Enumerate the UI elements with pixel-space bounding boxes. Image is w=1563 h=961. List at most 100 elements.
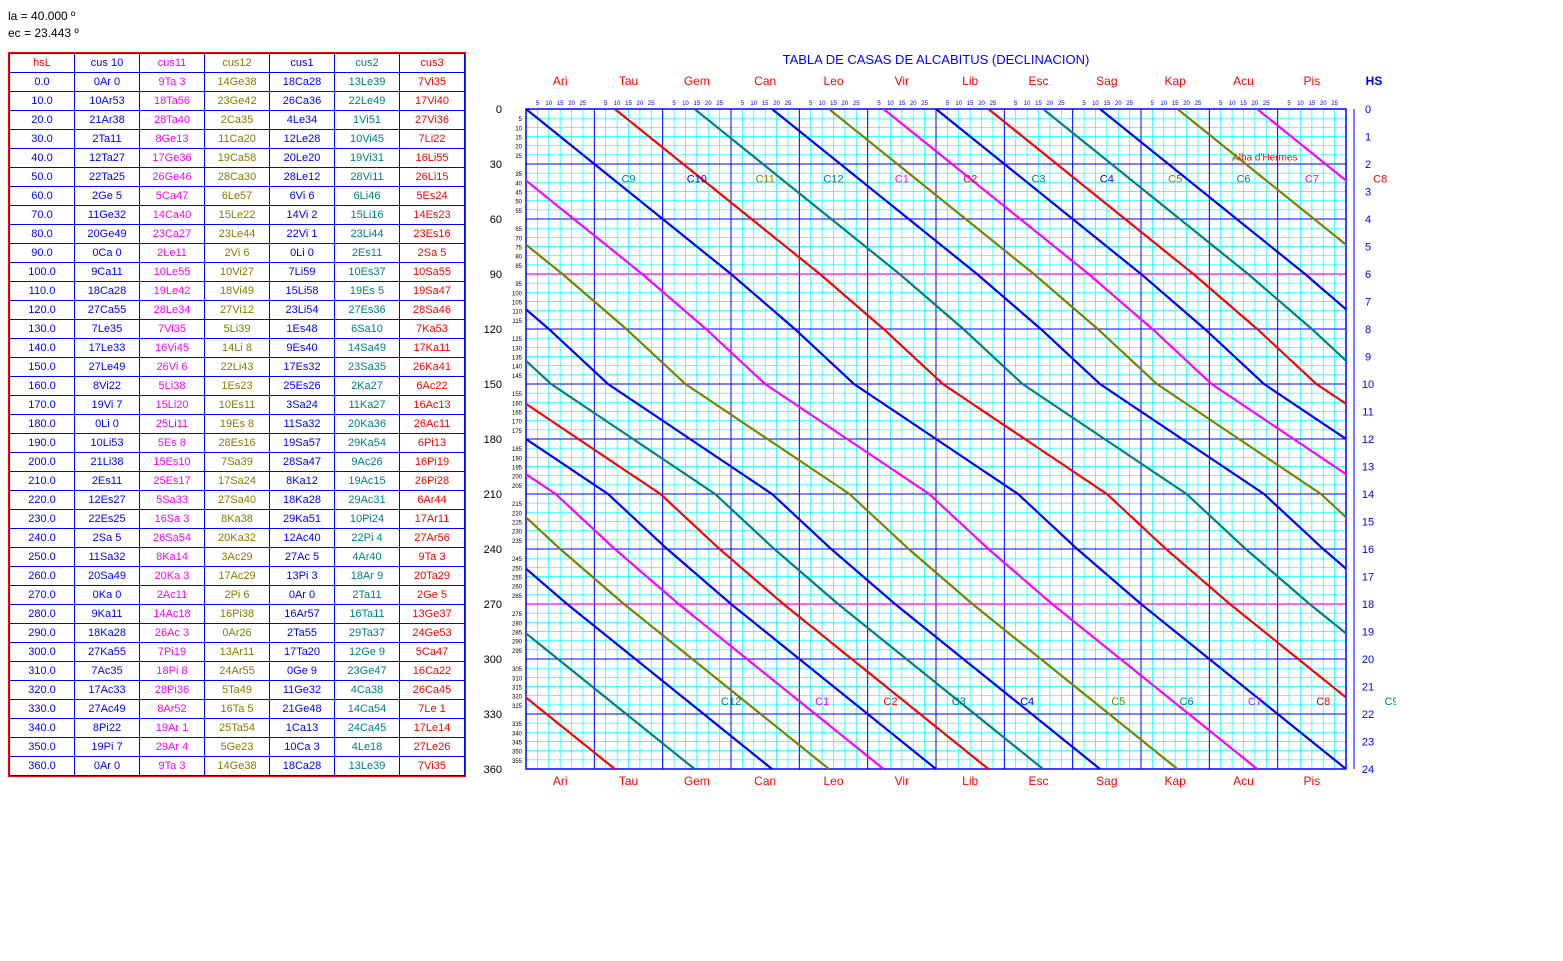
table-cell: 28Ca30	[205, 167, 270, 186]
svg-text:HS: HS	[1366, 74, 1383, 88]
svg-text:10: 10	[545, 101, 552, 107]
cusp-table: hsLcus 10cus11cus12cus1cus2cus3 0.00Ar 0…	[9, 53, 465, 776]
table-cell: 18Pi 8	[140, 661, 205, 680]
table-cell: 23Sa35	[335, 357, 400, 376]
table-cell: 26Ge46	[140, 167, 205, 186]
table-cell: 15Li16	[335, 205, 400, 224]
main-layout: hsLcus 10cus11cus12cus1cus2cus3 0.00Ar 0…	[8, 52, 1555, 799]
table-row: 20.021Ar3828Ta402Ca354Le341Vi5127Vi36	[10, 110, 465, 129]
table-cell: 19Pi 7	[75, 737, 140, 756]
table-cell: 7Li59	[270, 262, 335, 281]
table-cell: 7Vi35	[400, 756, 465, 775]
svg-text:15: 15	[693, 101, 700, 107]
table-cell: 17Ac33	[75, 680, 140, 699]
table-cell: 16Pi38	[205, 604, 270, 623]
table-cell: 18Ca28	[270, 756, 335, 775]
table-cell: 2Le11	[140, 243, 205, 262]
svg-text:305: 305	[512, 667, 523, 673]
table-cell: 26Ca45	[400, 680, 465, 699]
table-cell: 8Vi22	[75, 376, 140, 395]
svg-text:Ari: Ari	[553, 774, 568, 788]
svg-text:330: 330	[484, 709, 502, 721]
table-cell: 27Vi36	[400, 110, 465, 129]
table-cell: 18Ca28	[75, 281, 140, 300]
table-cell: 0Ka 0	[75, 585, 140, 604]
svg-text:20: 20	[978, 101, 985, 107]
table-cell: 360.0	[10, 756, 75, 775]
table-cell: 210.0	[10, 471, 75, 490]
svg-text:15: 15	[1035, 101, 1042, 107]
svg-text:20: 20	[637, 101, 644, 107]
table-cell: 4Le34	[270, 110, 335, 129]
svg-text:Gem: Gem	[684, 774, 710, 788]
svg-text:22: 22	[1362, 709, 1374, 721]
table-cell: 3Ac29	[205, 547, 270, 566]
table-cell: 180.0	[10, 414, 75, 433]
svg-text:200: 200	[512, 474, 523, 480]
svg-text:14: 14	[1362, 489, 1374, 501]
table-cell: 0Ar 0	[75, 72, 140, 91]
table-row: 70.011Ge3214Ca4015Le2214Vi 215Li1614Es23	[10, 205, 465, 224]
svg-text:185: 185	[512, 447, 523, 453]
table-cell: 2Ta55	[270, 623, 335, 642]
table-cell: 5Sa33	[140, 490, 205, 509]
svg-text:0: 0	[1365, 104, 1371, 116]
svg-text:25: 25	[648, 101, 655, 107]
table-cell: 7Pi19	[140, 642, 205, 661]
svg-text:Gem: Gem	[684, 74, 710, 88]
table-cell: 3Sa24	[270, 395, 335, 414]
svg-text:65: 65	[515, 227, 522, 233]
svg-text:Pis: Pis	[1303, 774, 1320, 788]
table-row: 270.00Ka 02Ac112Pi 60Ar 02Ta112Ge 5	[10, 585, 465, 604]
table-cell: 0Ge 9	[270, 661, 335, 680]
table-cell: 6Le57	[205, 186, 270, 205]
table-cell: 1Es48	[270, 319, 335, 338]
svg-text:25: 25	[1195, 101, 1202, 107]
table-cell: 5Ta49	[205, 680, 270, 699]
table-cell: 10.0	[10, 91, 75, 110]
svg-text:195: 195	[512, 465, 523, 471]
table-cell: 23Ge47	[335, 661, 400, 680]
table-cell: 18Ka28	[270, 490, 335, 509]
svg-text:70: 70	[515, 236, 522, 242]
svg-text:55: 55	[515, 208, 522, 214]
table-cell: 17Ac29	[205, 566, 270, 585]
svg-text:10: 10	[682, 101, 689, 107]
table-cell: 16Pi19	[400, 452, 465, 471]
table-cell: 2Es11	[75, 471, 140, 490]
table-cell: 16Ta11	[335, 604, 400, 623]
svg-text:5: 5	[877, 101, 881, 107]
table-cell: 25Es26	[270, 376, 335, 395]
svg-text:Leo: Leo	[823, 774, 843, 788]
table-cell: 26Li15	[400, 167, 465, 186]
svg-text:5: 5	[1219, 101, 1223, 107]
table-row: 220.012Es275Sa3327Sa4018Ka2829Ac316Ar44	[10, 490, 465, 509]
svg-text:165: 165	[512, 410, 523, 416]
table-cell: 18Vi49	[205, 281, 270, 300]
svg-text:295: 295	[512, 648, 523, 654]
svg-text:10: 10	[955, 101, 962, 107]
table-cell: 11Ka27	[335, 395, 400, 414]
svg-text:23: 23	[1362, 736, 1374, 748]
table-cell: 2Ka27	[335, 376, 400, 395]
table-cell: 23Ge42	[205, 91, 270, 110]
table-cell: 15Es10	[140, 452, 205, 471]
svg-text:24: 24	[1362, 764, 1374, 776]
table-cell: 11Ca20	[205, 129, 270, 148]
table-cell: 10Le55	[140, 262, 205, 281]
col-header: cus2	[335, 53, 400, 72]
svg-text:11: 11	[1362, 406, 1373, 418]
table-cell: 19Vi 7	[75, 395, 140, 414]
table-cell: 5Ca47	[140, 186, 205, 205]
svg-text:15: 15	[898, 101, 905, 107]
table-cell: 12Es27	[75, 490, 140, 509]
svg-text:20: 20	[910, 101, 917, 107]
table-cell: 21Ar38	[75, 110, 140, 129]
svg-text:280: 280	[512, 621, 523, 627]
table-cell: 10Li53	[75, 433, 140, 452]
svg-text:15: 15	[762, 101, 769, 107]
col-header: cus3	[400, 53, 465, 72]
svg-text:10: 10	[614, 101, 621, 107]
table-cell: 4Ar40	[335, 547, 400, 566]
svg-text:Acu: Acu	[1233, 774, 1254, 788]
